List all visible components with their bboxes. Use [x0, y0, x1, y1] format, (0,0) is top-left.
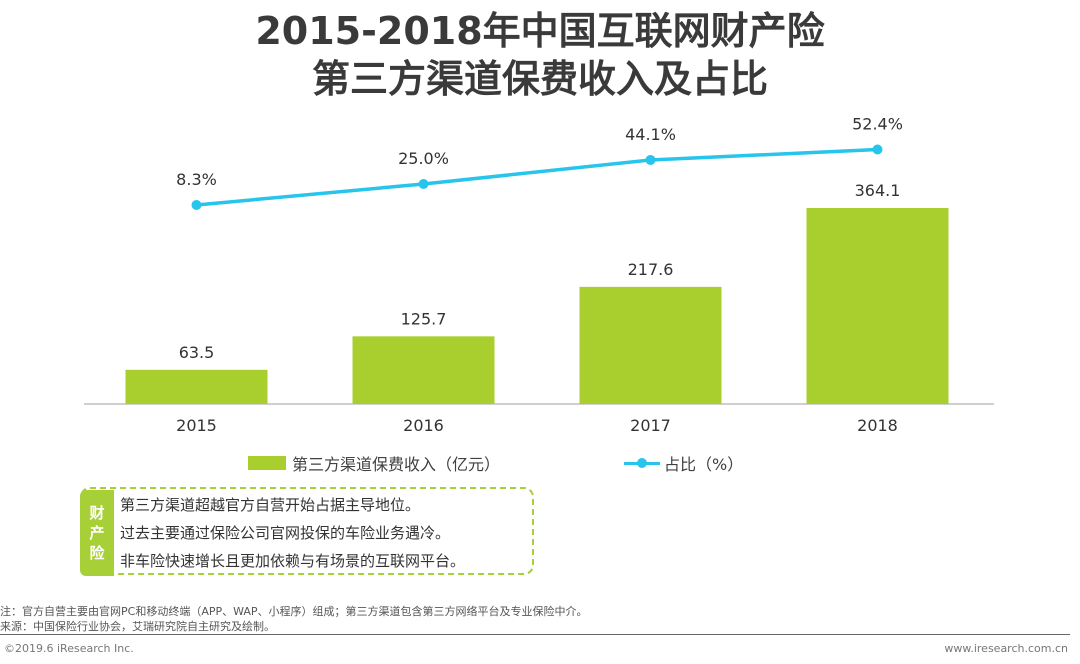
x-tick-label: 2016 [403, 416, 444, 435]
footnote: 注：官方自营主要由官网PC和移动终端（APP、WAP、小程序）组成；第三方渠道包… [0, 605, 588, 618]
bar [352, 336, 495, 404]
line-point [872, 144, 883, 155]
source-note: 来源：中国保险行业协会，艾瑞研究院自主研究及绘制。 [0, 620, 275, 633]
copyright: ©2019.6 iResearch Inc. [4, 642, 134, 655]
legend-line-series: 占比（%） [624, 451, 743, 475]
footer-divider [0, 634, 1070, 635]
legend-line-swatch [624, 456, 660, 470]
legend-bar-swatch [248, 456, 286, 470]
bar [579, 286, 722, 404]
bar-value-label: 125.7 [401, 309, 447, 328]
line-point [418, 178, 429, 189]
callout-tag-char: 产 [89, 524, 105, 542]
line-point [191, 200, 202, 210]
callout-tag: 财 产 险 [80, 490, 114, 576]
bar-value-label: 217.6 [628, 260, 674, 279]
bar-value-label: 63.5 [179, 343, 215, 362]
bar [125, 369, 268, 404]
legend-bar-label: 第三方渠道保费收入（亿元） [292, 455, 501, 474]
line-value-label: 52.4% [852, 115, 903, 134]
x-tick-label: 2018 [857, 416, 898, 435]
bar-value-label: 364.1 [855, 181, 901, 200]
callout-line-2: 过去主要通过保险公司官网投保的车险业务遇冷。 [120, 524, 451, 542]
line-value-label: 8.3% [176, 170, 217, 189]
line-value-label: 25.0% [398, 149, 449, 168]
line-value-label: 44.1% [625, 125, 676, 144]
website-link[interactable]: www.iresearch.com.cn [944, 642, 1068, 655]
line-series [196, 147, 878, 207]
callout-tag-char: 险 [89, 544, 105, 562]
legend-line-label: 占比（%） [664, 455, 744, 474]
x-tick-label: 2015 [176, 416, 217, 435]
x-tick-label: 2017 [630, 416, 671, 435]
chart-title-line-1: 2015-2018年中国互联网财产险 [255, 9, 825, 53]
callout-line-1: 第三方渠道超越官方自营开始占据主导地位。 [120, 496, 421, 514]
chart-title-line-2: 第三方渠道保费收入及占比 [311, 57, 768, 101]
bar [806, 208, 949, 404]
line-point [645, 154, 656, 165]
legend-bar-series: 第三方渠道保费收入（亿元） [248, 451, 500, 475]
combo-chart: 63.5 2015 125.7 2016 217.6 2017 364.1 2018 8.3% 2… [84, 115, 994, 435]
callout-tag-char: 财 [89, 504, 105, 522]
callout-line-3: 非车险快速增长且更加依赖与有场景的互联网平台。 [120, 552, 466, 570]
